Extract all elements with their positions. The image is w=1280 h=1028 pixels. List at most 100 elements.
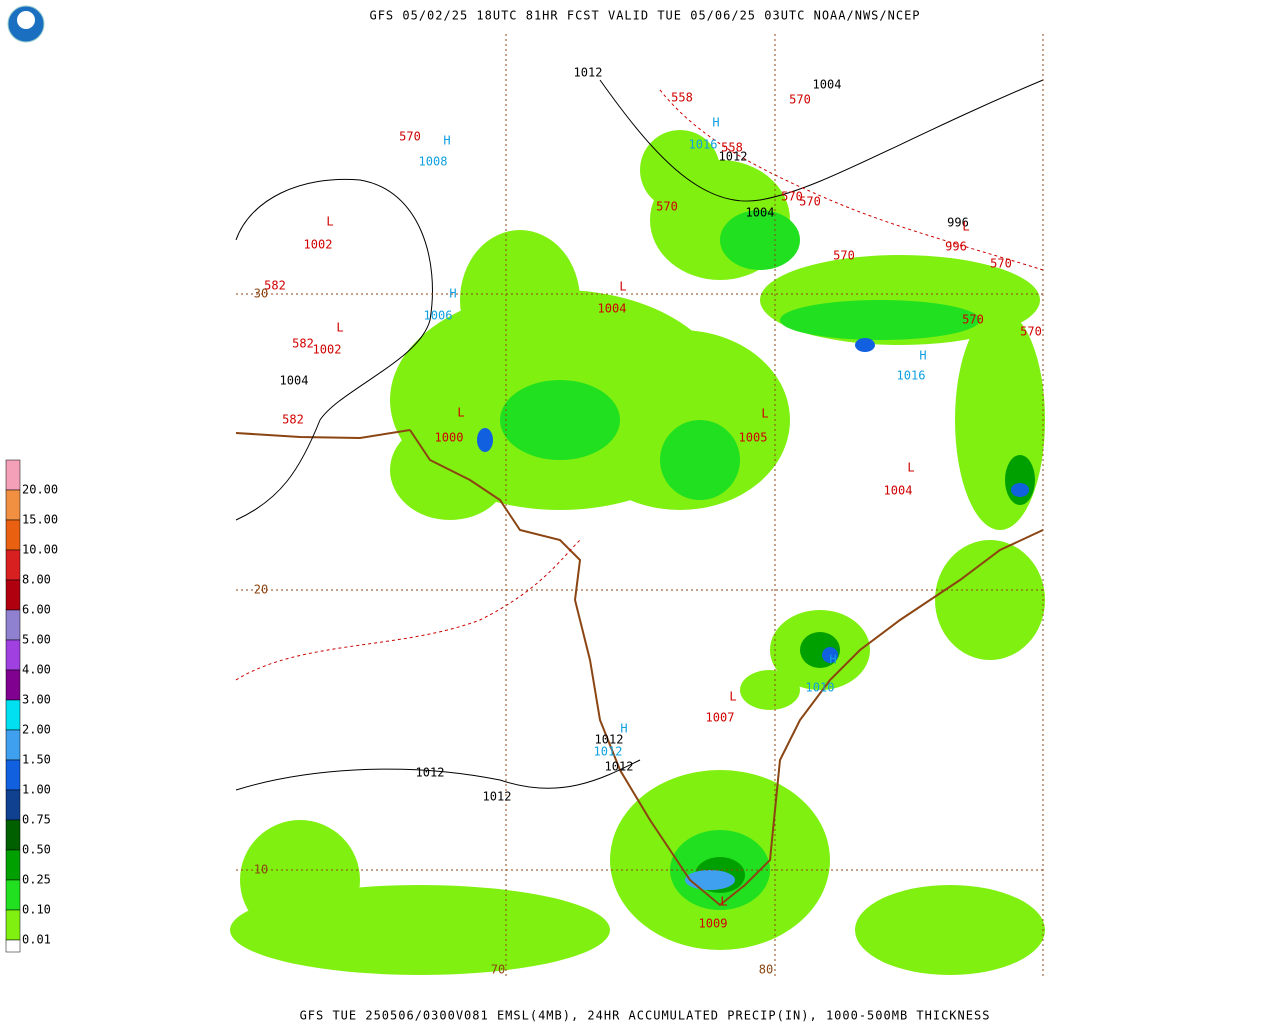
map-label: 1004: [280, 374, 309, 388]
map-label: 1006: [424, 309, 453, 323]
map-label: L: [336, 321, 343, 335]
legend-label: 0.50: [22, 843, 51, 857]
map-label: 1007: [706, 711, 735, 725]
isobar: [235, 178, 433, 521]
precip-area: [660, 420, 740, 500]
precip-area: [460, 230, 580, 370]
graticule: [236, 34, 1044, 977]
map-labels: 1012100410121004996100410121012101210125…: [254, 66, 1042, 977]
precip-area: [685, 870, 735, 890]
legend-label: 4.00: [22, 663, 51, 677]
precip-area: [740, 670, 800, 710]
map-label: H: [449, 287, 456, 301]
precip-area: [855, 338, 875, 352]
map-label: 1000: [435, 431, 464, 445]
map-label: H: [712, 116, 719, 130]
precip-area: [1005, 455, 1035, 505]
precip-area: [780, 300, 980, 340]
legend: 20.00 15.00 10.00 8.00 6.00 5.00 4.00 3.00 2.00 1…: [5, 459, 58, 953]
map-label: 1016: [897, 369, 926, 383]
contours: [235, 34, 1044, 977]
map-label: 1009: [699, 917, 728, 931]
precip-area: [477, 428, 493, 452]
thickness-line: [659, 89, 1044, 271]
precip-area: [1011, 483, 1029, 497]
legend-label: 10.00: [22, 543, 58, 557]
legend-label: 1.00: [22, 783, 51, 797]
map-label: 996: [945, 240, 967, 254]
map-label: 1012: [605, 760, 634, 774]
map-label: 1016: [689, 138, 718, 152]
thickness-line: [235, 539, 581, 681]
map-label: 558: [671, 91, 693, 105]
precip-area: [500, 380, 620, 460]
legend-label: 15.00: [22, 513, 58, 527]
map-label: L: [761, 407, 768, 421]
map-label: 570: [990, 257, 1012, 271]
legend-swatch: [5, 909, 21, 941]
legend-label: 1.50: [22, 753, 51, 767]
map-label: 582: [282, 413, 304, 427]
map-label: 70: [491, 963, 505, 977]
map-label: 570: [781, 190, 803, 204]
map-label: 1012: [483, 790, 512, 804]
border: [235, 429, 411, 440]
map-label: 570: [833, 249, 855, 263]
map-label: 20: [254, 583, 268, 597]
precip-area: [640, 130, 720, 210]
map-label: 996: [947, 216, 969, 230]
map-label: H: [443, 134, 450, 148]
legend-label: 6.00: [22, 603, 51, 617]
map-label: 570: [656, 200, 678, 214]
legend-swatch: [5, 459, 21, 491]
legend-label: 0.10: [22, 903, 51, 917]
map-label: 582: [264, 279, 286, 293]
map-label: L: [326, 215, 333, 229]
map-label: 1012: [719, 150, 748, 164]
map-label: 1012: [594, 745, 623, 759]
map-label: L: [619, 280, 626, 294]
map-label: 570: [789, 93, 811, 107]
legend-swatch: [5, 849, 21, 881]
map-label: L: [962, 220, 969, 234]
map-label: 558: [721, 141, 743, 155]
map-label: 1004: [813, 78, 842, 92]
legend-swatch: [5, 759, 21, 791]
noaa-logo-inner: [17, 11, 35, 29]
map-label: L: [907, 461, 914, 475]
map-label: L: [457, 406, 464, 420]
legend-label: 3.00: [22, 693, 51, 707]
precip-area: [935, 540, 1045, 660]
map-label: 1012: [416, 766, 445, 780]
map-label: H: [829, 653, 836, 667]
map-label: H: [919, 349, 926, 363]
map-label: 1012: [574, 66, 603, 80]
map-label: L: [729, 690, 736, 704]
legend-swatch: [5, 669, 21, 701]
legend-label: 0.75: [22, 813, 51, 827]
isobar: [599, 79, 1044, 202]
legend-label: 20.00: [22, 483, 58, 497]
precip-area: [240, 820, 360, 940]
precip-area: [955, 310, 1045, 530]
legend-label: 2.00: [22, 723, 51, 737]
map-label: 1002: [304, 238, 333, 252]
map-label: H: [620, 722, 627, 736]
map-label: 570: [962, 313, 984, 327]
legend-label: 0.25: [22, 873, 51, 887]
legend-swatch: [5, 789, 21, 821]
legend-swatch: [5, 519, 21, 551]
map-label: 1004: [598, 302, 627, 316]
map-label: 1004: [746, 206, 775, 220]
map-label: 1005: [739, 431, 768, 445]
map-label: 1002: [313, 343, 342, 357]
legend-swatch: [5, 549, 21, 581]
map-label: 1004: [884, 484, 913, 498]
map-label: 30: [254, 287, 268, 301]
map-label: 1010: [806, 681, 835, 695]
precip-area: [822, 647, 838, 663]
legend-label: 8.00: [22, 573, 51, 587]
legend-label: 5.00: [22, 633, 51, 647]
